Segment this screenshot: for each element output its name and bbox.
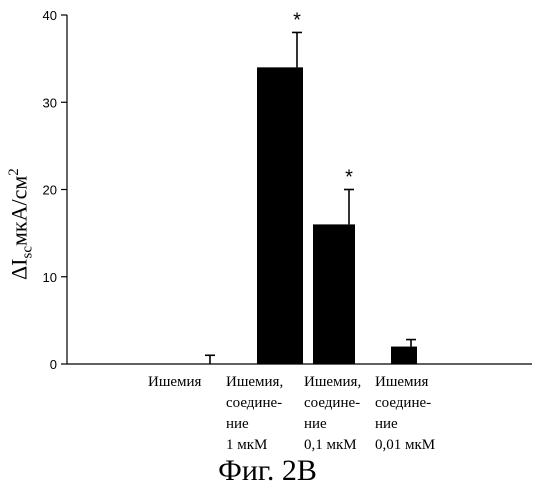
bar	[257, 67, 303, 364]
significance-marker: *	[345, 167, 353, 189]
y-tick-label: 40	[43, 8, 57, 23]
y-tick-label: 20	[43, 183, 57, 198]
y-tick-label: 0	[50, 357, 57, 372]
figure-caption: Фиг. 2В	[0, 454, 535, 488]
x-category-label-line: 1 мкМ	[226, 435, 283, 456]
x-category-label: Ишемия,соедине-ние1 мкМ	[226, 372, 283, 456]
x-category-label-line: ние	[226, 414, 283, 435]
bar	[313, 224, 355, 364]
y-ticks-group: 0 10 20 30 40	[43, 8, 67, 372]
x-category-label-line: Ишемия	[375, 372, 435, 393]
x-category-label: Ишемия	[148, 372, 201, 393]
y-axis-label: ΔIscмкА/см2	[6, 168, 37, 280]
x-category-label-line: 0,1 мкМ	[304, 435, 361, 456]
bars-group: **	[205, 9, 417, 364]
x-category-label-line: ние	[375, 414, 435, 435]
x-category-label-line: 0,01 мкМ	[375, 435, 435, 456]
y-tick-label: 10	[43, 270, 57, 285]
bar	[391, 347, 417, 364]
x-category-label-line: Ишемия,	[226, 372, 283, 393]
x-category-label-line: ние	[304, 414, 361, 435]
x-category-label: Ишемия,соедине-ние0,1 мкМ	[304, 372, 361, 456]
x-category-label-line: Ишемия	[148, 372, 201, 393]
y-tick-label: 30	[43, 95, 57, 110]
x-category-label-line: соедине-	[304, 393, 361, 414]
x-category-label-line: соедине-	[226, 393, 283, 414]
x-category-label-line: соедине-	[375, 393, 435, 414]
significance-marker: *	[293, 9, 301, 31]
x-category-label: Ишемиясоедине-ние0,01 мкМ	[375, 372, 435, 456]
x-category-label-line: Ишемия,	[304, 372, 361, 393]
